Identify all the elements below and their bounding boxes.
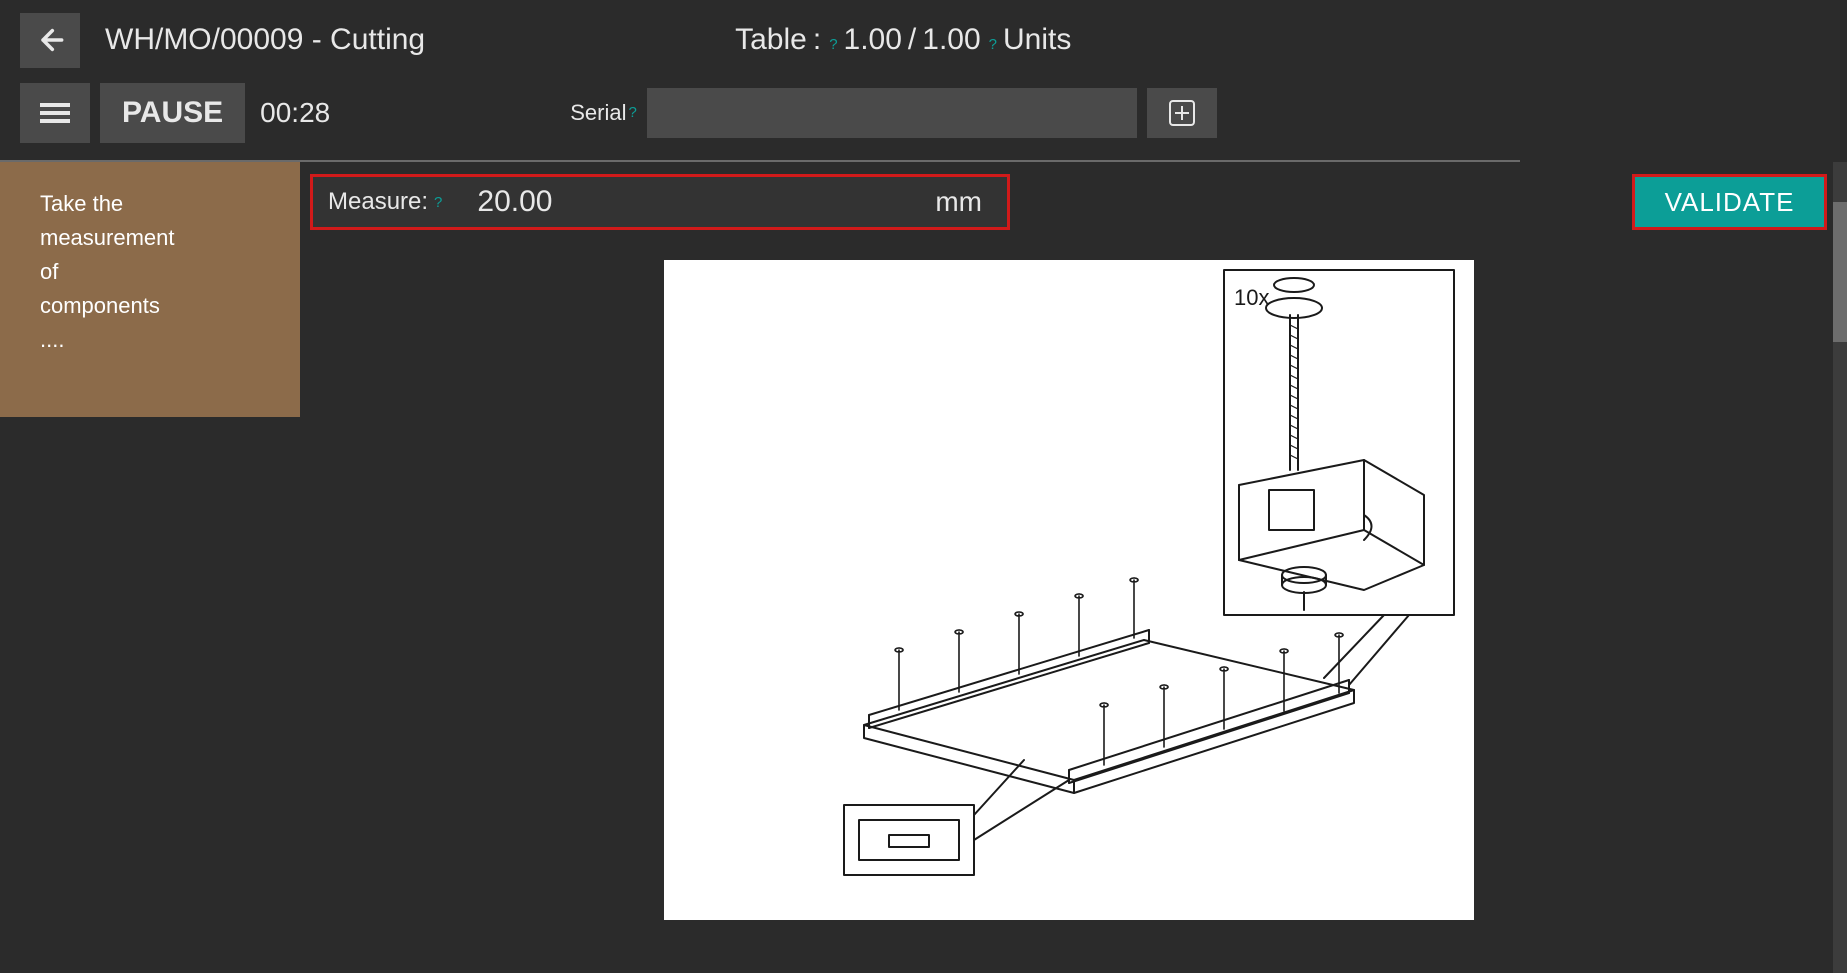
add-serial-button[interactable] <box>1147 88 1217 138</box>
step-line: components <box>40 289 270 323</box>
serial-label-text: Serial <box>570 100 626 126</box>
units-label: Units <box>1003 23 1071 57</box>
help-icon[interactable]: ? <box>628 104 636 121</box>
timer: 00:28 <box>260 97 330 129</box>
validate-label: VALIDATE <box>1665 187 1795 218</box>
help-icon[interactable]: ? <box>829 36 837 53</box>
pause-label: PAUSE <box>122 96 223 130</box>
serial-label: Serial ? <box>570 100 637 126</box>
qty-sep: / <box>908 23 916 57</box>
help-icon[interactable]: ? <box>989 36 997 53</box>
validate-button[interactable]: VALIDATE <box>1632 174 1827 230</box>
table-colon: : <box>813 23 821 57</box>
body: Take the measurement of components .... … <box>0 162 1847 973</box>
step-line: Take the <box>40 187 270 221</box>
hamburger-icon <box>40 101 70 125</box>
menu-button[interactable] <box>20 83 90 143</box>
back-button[interactable] <box>20 13 80 68</box>
scrollbar[interactable] <box>1833 162 1847 973</box>
step-line: of <box>40 255 270 289</box>
qty-block: Table: ? 1.00 / 1.00 ? Units <box>735 23 1071 57</box>
pause-button[interactable]: PAUSE <box>100 83 245 143</box>
step-line: measurement <box>40 221 270 255</box>
callout-qty: 10x <box>1234 285 1269 310</box>
measure-box[interactable]: Measure: ? 20.00 mm <box>310 174 1010 230</box>
main-panel: Measure: ? 20.00 mm VALIDATE <box>300 162 1847 973</box>
measure-row: Measure: ? 20.00 mm VALIDATE <box>310 174 1827 230</box>
table-label: Table <box>735 23 807 57</box>
step-line: .... <box>40 323 270 357</box>
plus-box-icon <box>1169 100 1195 126</box>
scrollbar-thumb[interactable] <box>1833 202 1847 342</box>
step-card[interactable]: Take the measurement of components .... <box>0 162 300 417</box>
worksheet-diagram: 10x <box>664 260 1474 920</box>
help-icon[interactable]: ? <box>434 194 442 211</box>
header-row-2: PAUSE 00:28 Serial ? <box>0 80 1847 160</box>
header-row-1: WH/MO/00009 - Cutting Table: ? 1.00 / 1.… <box>0 0 1847 80</box>
qty-done: 1.00 <box>844 23 902 57</box>
mo-title: WH/MO/00009 - Cutting <box>105 23 425 57</box>
measure-label: Measure: <box>328 188 428 216</box>
measure-value: 20.00 <box>477 185 552 219</box>
sidebar: Take the measurement of components .... <box>0 162 300 973</box>
serial-input[interactable] <box>647 88 1137 138</box>
arrow-left-icon <box>36 26 64 54</box>
measure-unit: mm <box>935 186 982 218</box>
qty-total: 1.00 <box>922 23 980 57</box>
